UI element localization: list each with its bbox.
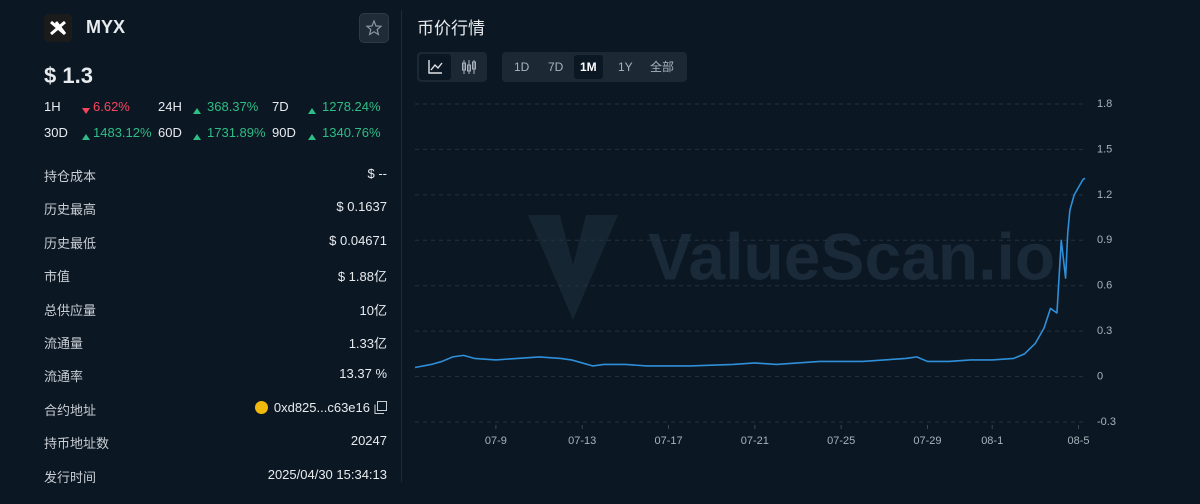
info-value: $ 1.88亿	[337, 269, 387, 285]
info-label: 合约地址	[44, 402, 97, 418]
y-tick-label: 0.3	[1097, 325, 1112, 337]
change-label: 1H	[44, 99, 61, 114]
info-value: $ --	[367, 166, 388, 181]
coin-icon	[255, 400, 268, 414]
x-tick-label: 08-1	[981, 435, 1003, 447]
token-name: MYX	[86, 17, 126, 37]
change-arrow	[82, 102, 90, 114]
x-tick-label: 08-5	[1068, 435, 1090, 447]
watermark: ValueScan.io	[648, 219, 1055, 293]
change-label: 24H	[158, 99, 182, 114]
arrow-icon	[82, 134, 90, 140]
arrow-icon	[308, 134, 316, 140]
y-tick-label: 0.6	[1097, 280, 1112, 292]
line-chart-button[interactable]	[419, 54, 451, 80]
change-value: 1483.12%	[93, 125, 152, 140]
change-label: 90D	[272, 125, 296, 140]
info-value: 1.33亿	[348, 336, 387, 351]
copy-icon	[374, 400, 387, 414]
y-tick-label: -0.3	[1097, 416, 1116, 428]
change-value: 368.37%	[207, 99, 259, 114]
range-button[interactable]: 7D	[548, 60, 564, 74]
watermark-logo	[528, 215, 618, 320]
logo-icon	[50, 20, 67, 36]
change-arrow	[82, 128, 90, 140]
range-button[interactable]: 1D	[514, 60, 530, 74]
change-label: 60D	[158, 125, 182, 140]
change-value: 1278.24%	[322, 99, 381, 114]
info-label: 流通率	[44, 369, 84, 385]
y-tick-label: 0	[1097, 370, 1103, 382]
info-value: 0xd825...c63e16	[273, 399, 370, 415]
info-value: 20247	[350, 433, 387, 449]
y-tick-label: 0.9	[1097, 234, 1112, 246]
y-tick-label: 1.2	[1097, 189, 1112, 201]
chart-type-toggle	[417, 52, 487, 82]
range-button[interactable]: 1Y	[618, 60, 633, 74]
arrow-icon	[308, 108, 316, 114]
range-button[interactable]: 全部	[650, 60, 675, 74]
x-tick-label: 07-25	[827, 435, 855, 447]
info-label: 流通量	[44, 336, 84, 351]
x-tick-label: 07-21	[741, 435, 769, 447]
info-label: 持仓成本	[44, 169, 97, 184]
change-arrow	[193, 102, 201, 114]
info-label: 发行时间	[44, 469, 97, 485]
line-icon	[428, 60, 443, 74]
change-value: 1731.89%	[207, 125, 266, 140]
change-arrow	[308, 102, 316, 114]
info-value: 13.37 %	[339, 366, 387, 382]
change-value: 6.62%	[93, 99, 130, 114]
y-tick-label: 1.5	[1097, 143, 1112, 155]
divider	[401, 10, 402, 482]
change-label: 7D	[272, 99, 289, 114]
price-line	[414, 177, 1086, 369]
info-label: 总供应量	[44, 302, 97, 318]
info-value: $ 0.04671	[329, 232, 387, 248]
info-value: 10亿	[359, 302, 387, 318]
token-logo	[44, 14, 72, 42]
x-tick-label: 07-29	[913, 435, 941, 447]
change-label: 30D	[44, 125, 68, 140]
arrow-icon	[193, 108, 201, 114]
chart-title: 币价行情	[417, 19, 485, 38]
change-arrow	[308, 128, 316, 140]
range-button-active[interactable]: 1M	[574, 55, 603, 79]
copy-button[interactable]	[374, 400, 387, 414]
info-label: 历史最高	[44, 202, 97, 218]
x-tick-label: 07-17	[654, 435, 682, 447]
candle-icon	[462, 60, 476, 74]
x-tick-label: 07-13	[568, 435, 596, 447]
x-tick-label: 07-9	[485, 435, 507, 447]
change-value: 1340.76%	[322, 125, 381, 140]
info-label: 历史最低	[44, 235, 97, 251]
token-price: $ 1.3	[44, 63, 93, 88]
range-selector: 1D 7D 1M 1Y 全部	[502, 52, 687, 82]
arrow-icon	[193, 134, 201, 140]
change-arrow	[193, 128, 201, 140]
star-icon	[365, 19, 383, 36]
info-value: 2025/04/30 15:34:13	[267, 466, 387, 482]
candle-chart-button[interactable]	[453, 54, 485, 80]
info-label: 市值	[44, 269, 71, 285]
favorite-button[interactable]	[359, 13, 389, 43]
info-label: 持币地址数	[44, 436, 110, 452]
arrow-icon	[82, 108, 90, 114]
info-value: $ 0.1637	[336, 199, 387, 215]
y-tick-label: 1.8	[1097, 98, 1112, 110]
